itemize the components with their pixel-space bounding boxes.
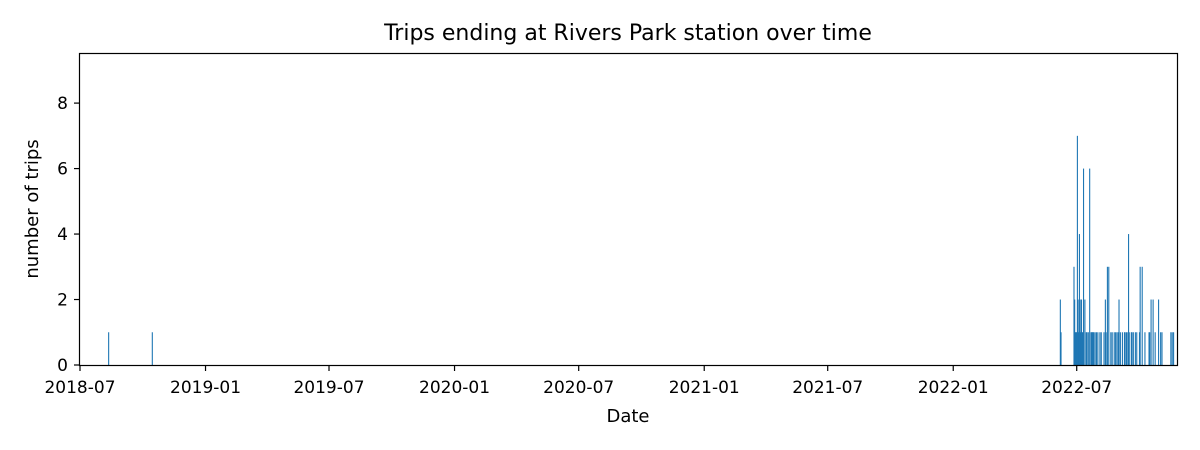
bar xyxy=(1160,332,1162,365)
bar xyxy=(1079,299,1081,365)
y-tick-label: 8 xyxy=(57,94,68,114)
bar xyxy=(1108,266,1110,365)
bar xyxy=(1152,299,1154,365)
y-tick-label: 6 xyxy=(57,160,68,180)
bar xyxy=(1074,332,1076,365)
bar xyxy=(1138,332,1141,365)
bar xyxy=(1170,332,1172,365)
bar xyxy=(1106,266,1108,365)
bar xyxy=(1091,332,1093,365)
bar xyxy=(1074,299,1076,365)
bar xyxy=(1116,332,1118,365)
bar xyxy=(1123,332,1126,365)
bar xyxy=(1080,299,1083,365)
bar xyxy=(1099,332,1101,365)
bar xyxy=(1078,332,1080,365)
x-ticks: 2018-07 2019-01 2019-07 2020-01 2020-07 2021-… xyxy=(44,365,1112,398)
bar xyxy=(1111,332,1113,365)
y-tick-label: 4 xyxy=(57,225,68,245)
bar xyxy=(1161,332,1163,365)
bar xyxy=(1110,332,1112,365)
bar xyxy=(1091,332,1093,365)
bar xyxy=(151,332,153,365)
chart-title: Trips ending at Rivers Park station over… xyxy=(383,21,872,46)
x-tick-label: 2021-01 xyxy=(669,378,740,398)
bar xyxy=(1139,266,1141,365)
x-tick-label: 2020-01 xyxy=(419,378,490,398)
bar xyxy=(1134,332,1136,365)
bar xyxy=(1087,332,1089,365)
bar xyxy=(1076,135,1078,365)
bar xyxy=(1148,332,1150,365)
bar xyxy=(1085,332,1087,365)
x-tick-label: 2019-01 xyxy=(170,378,241,398)
bar xyxy=(1144,332,1146,365)
x-tick-label: 2018-07 xyxy=(44,378,115,398)
bar xyxy=(1141,266,1143,365)
bar xyxy=(1082,332,1084,365)
bar xyxy=(1078,234,1080,365)
y-axis-label: number of trips xyxy=(22,139,43,278)
bar xyxy=(1130,332,1132,365)
bar xyxy=(1080,332,1082,365)
bar xyxy=(1173,332,1175,365)
bar xyxy=(1086,332,1088,365)
bar xyxy=(1127,332,1129,365)
bar xyxy=(1149,332,1151,365)
bar xyxy=(1124,332,1126,365)
bar xyxy=(1075,332,1077,365)
bar xyxy=(1073,266,1075,365)
bar xyxy=(1082,168,1085,365)
x-tick-label: 2019-07 xyxy=(293,378,364,398)
bar xyxy=(1105,332,1107,365)
x-tick-label: 2022-01 xyxy=(918,378,989,398)
bar xyxy=(1119,332,1121,365)
bar xyxy=(1158,299,1160,365)
bar xyxy=(1089,168,1091,365)
bar xyxy=(108,332,110,365)
bar xyxy=(1154,332,1156,365)
x-tick-label: 2022-07 xyxy=(1041,378,1112,398)
y-tick-label: 2 xyxy=(57,291,68,311)
bar xyxy=(1113,332,1115,365)
bar xyxy=(1131,332,1133,365)
plot-frame xyxy=(78,52,1179,367)
bar xyxy=(1094,332,1096,365)
bar xyxy=(1121,332,1123,365)
bar xyxy=(1090,332,1092,365)
bar xyxy=(1104,299,1106,365)
x-axis-label: Date xyxy=(606,406,649,427)
bar xyxy=(1125,332,1128,365)
bar xyxy=(1128,234,1130,365)
bar xyxy=(1081,332,1083,365)
bar xyxy=(1136,332,1138,365)
bar xyxy=(1060,332,1062,365)
bar xyxy=(1077,299,1079,365)
y-ticks: 0 2 4 6 8 xyxy=(57,94,80,376)
bars-layer xyxy=(108,135,1175,365)
bar xyxy=(1171,332,1173,365)
bar xyxy=(1092,332,1094,365)
bar xyxy=(1150,299,1152,365)
bar xyxy=(1100,332,1102,365)
bar xyxy=(1128,332,1130,365)
bar xyxy=(1084,299,1086,365)
bar xyxy=(1095,332,1098,365)
x-tick-label: 2020-07 xyxy=(543,378,614,398)
bar xyxy=(1103,332,1105,365)
bar xyxy=(1117,332,1119,365)
bar xyxy=(1059,299,1061,365)
y-tick-label: 0 xyxy=(57,356,68,376)
bar xyxy=(1076,332,1078,365)
bar xyxy=(1097,332,1099,365)
bar xyxy=(1118,299,1120,365)
bar xyxy=(1093,332,1095,365)
bar xyxy=(1132,332,1134,365)
x-tick-label: 2021-07 xyxy=(792,378,863,398)
bar xyxy=(1115,332,1117,365)
